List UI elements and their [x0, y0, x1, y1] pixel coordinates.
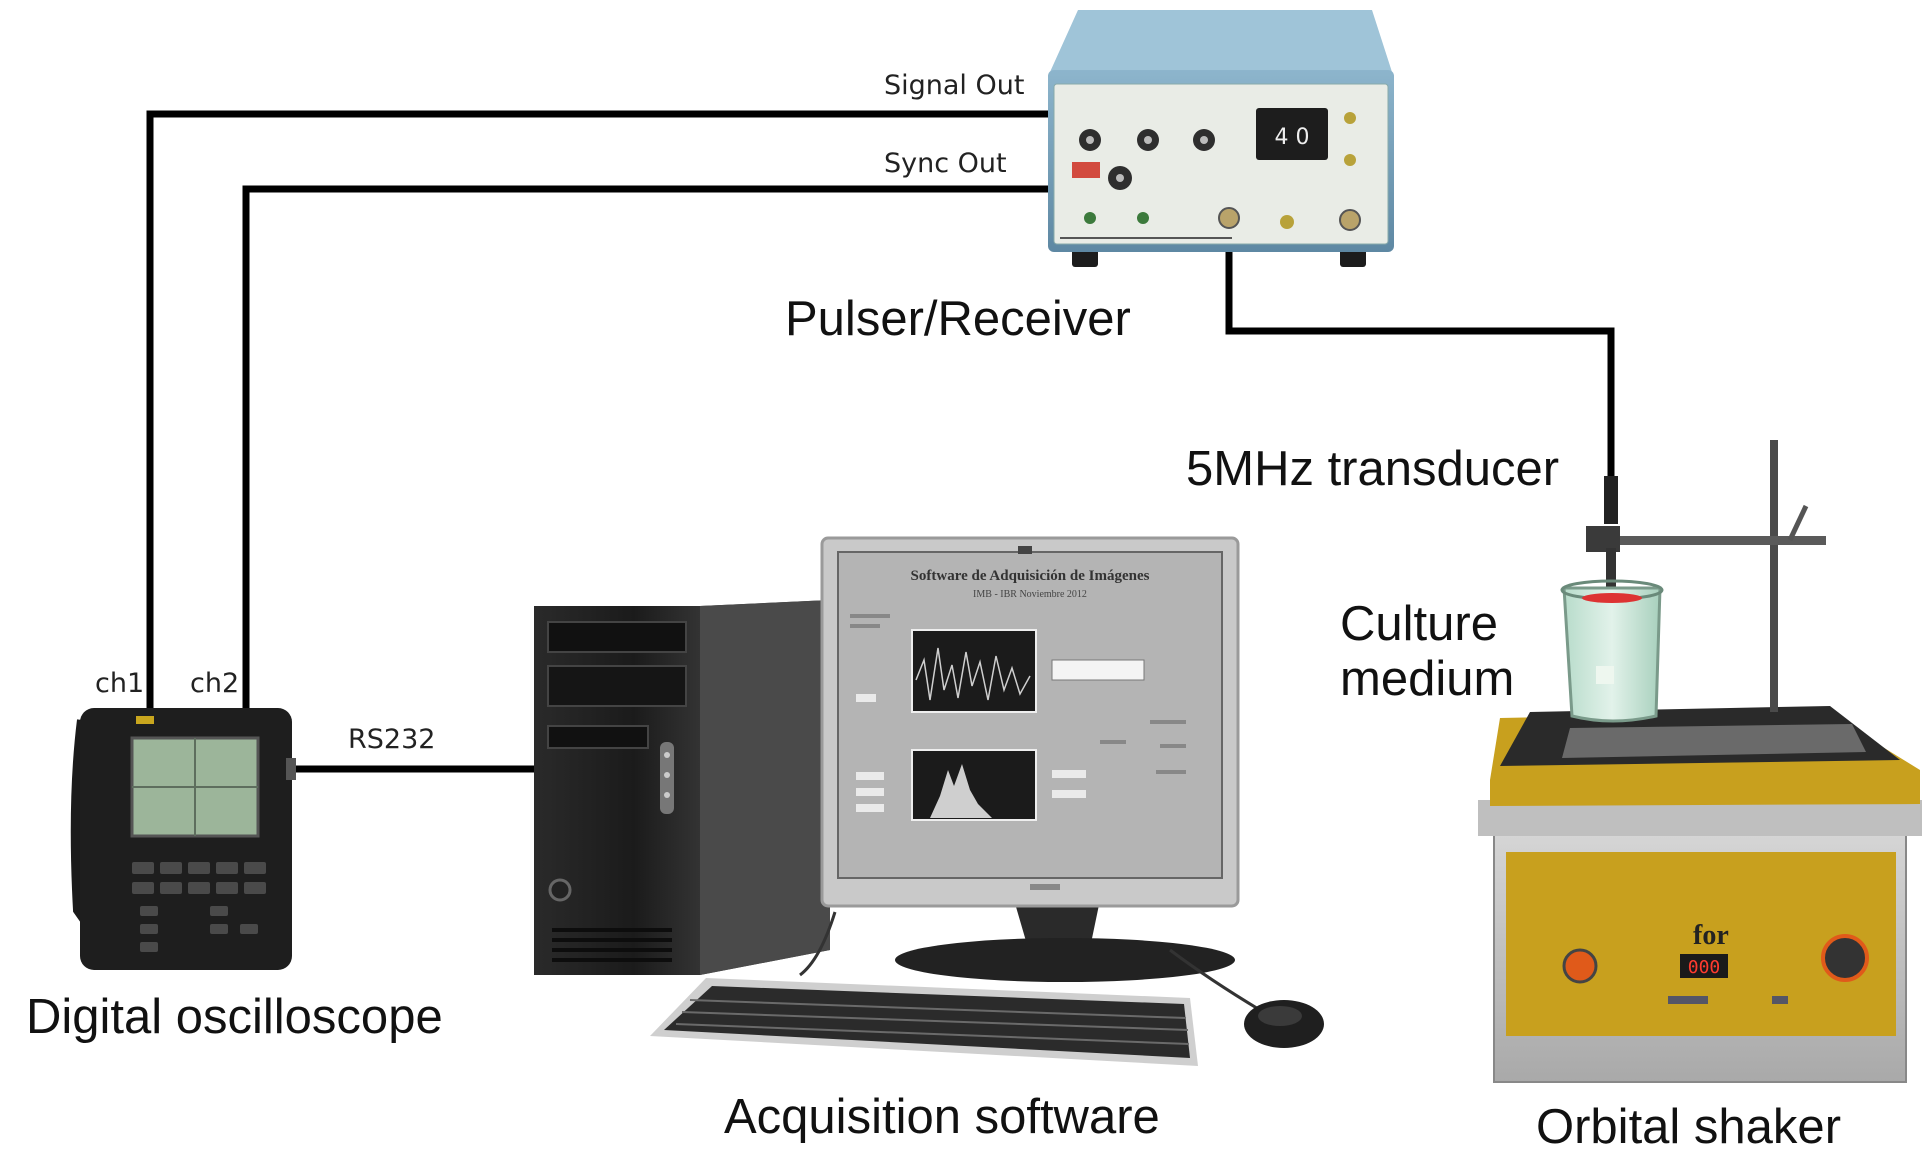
pulser-receiver-device: 4 0	[1048, 10, 1394, 267]
orbital-shaker-device: for 000	[1478, 440, 1922, 1083]
monitor-device: Software de Adquisición de Imágenes IMB …	[820, 536, 1240, 982]
acquisition-software-label: Acquisition software	[724, 1090, 1160, 1144]
digital-oscilloscope-label: Digital oscilloscope	[26, 990, 443, 1044]
rs232-label: RS232	[348, 724, 436, 755]
ch1-label: ch1	[95, 668, 145, 699]
culture-medium-label-line1: Culture	[1340, 597, 1498, 651]
shaker-display-readout: 000	[1688, 957, 1721, 978]
software-window-title: Software de Adquisición de Imágenes	[911, 568, 1150, 584]
sync-out-cable	[242, 185, 1048, 716]
shaker-brand-logo: for	[1693, 920, 1729, 951]
sync-out-label: Sync Out	[884, 148, 1007, 179]
computer-tower-device	[534, 600, 830, 975]
digital-oscilloscope-device	[70, 708, 296, 970]
transducer-label: 5MHz transducer	[1186, 442, 1560, 496]
ch2-label: ch2	[190, 668, 240, 699]
orbital-shaker-label: Orbital shaker	[1536, 1100, 1842, 1154]
signal-out-cable	[146, 110, 1048, 716]
pulser-receiver-label: Pulser/Receiver	[785, 292, 1131, 346]
keyboard-and-mouse	[650, 911, 1324, 1066]
software-window-subtitle: IMB - IBR Noviembre 2012	[973, 589, 1087, 600]
cables	[146, 110, 1615, 773]
pulser-gain-readout: 4 0	[1275, 125, 1310, 150]
culture-medium-label-line2: medium	[1340, 652, 1515, 706]
signal-out-label: Signal Out	[884, 70, 1025, 101]
transducer-cable	[1225, 222, 1615, 476]
